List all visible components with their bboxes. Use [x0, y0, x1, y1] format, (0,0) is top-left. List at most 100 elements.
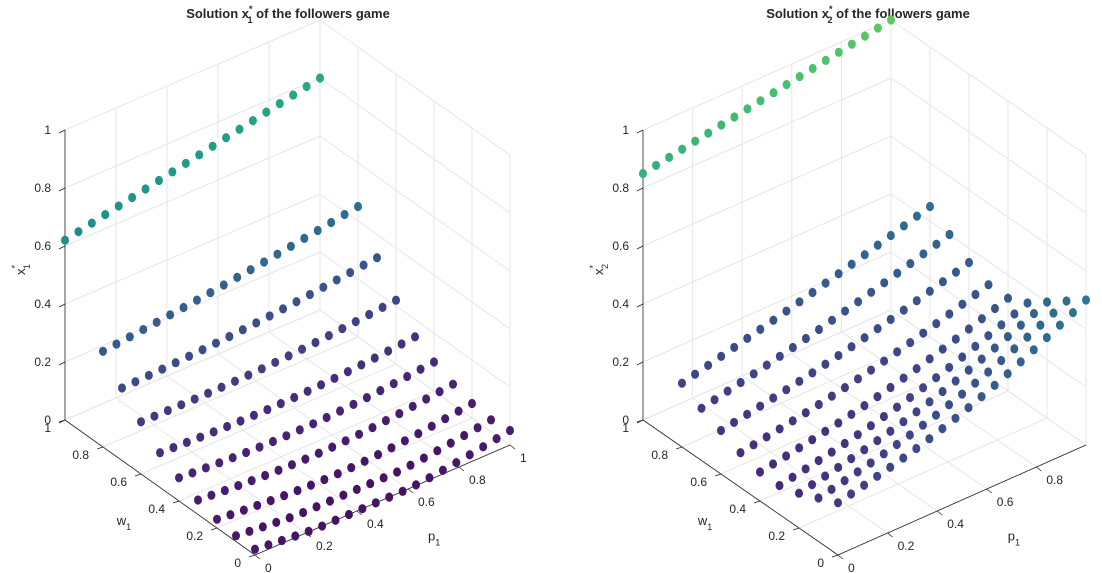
- data-point: [821, 426, 830, 436]
- data-point: [211, 338, 220, 348]
- data-point: [971, 378, 980, 388]
- data-point: [860, 400, 869, 411]
- data-point: [932, 319, 941, 329]
- data-point: [313, 225, 322, 236]
- data-point: [873, 324, 882, 334]
- chart-panel-x1: 00.20.40.60.8100.20.40.60.8100.20.40.60.…: [10, 4, 527, 573]
- data-point: [374, 450, 383, 460]
- data-point: [293, 485, 302, 496]
- data-point: [222, 133, 231, 143]
- data-point: [938, 424, 947, 434]
- y-tick-mark: [96, 446, 104, 450]
- data-point: [196, 432, 205, 442]
- gridline: [642, 135, 892, 247]
- data-point: [381, 416, 390, 426]
- data-point: [338, 324, 347, 334]
- data-point: [925, 354, 934, 364]
- data-point: [137, 417, 145, 427]
- x-tick-label: 0.4: [367, 517, 384, 531]
- data-point: [454, 406, 463, 416]
- data-point: [357, 360, 366, 370]
- data-point: [873, 435, 882, 446]
- y-tick-mark: [714, 473, 722, 477]
- data-point: [840, 476, 849, 486]
- data-point: [821, 278, 830, 288]
- x-tick-mark: [407, 488, 414, 494]
- data-point: [316, 73, 324, 83]
- data-point: [1055, 320, 1064, 330]
- data-point: [506, 425, 514, 436]
- data-point: [964, 365, 973, 375]
- data-point: [984, 280, 993, 290]
- data-point: [899, 453, 908, 463]
- data-point: [912, 296, 921, 306]
- gridline: [890, 135, 1087, 272]
- y-axis-line: [642, 419, 839, 556]
- gridline: [102, 336, 359, 448]
- data-point: [990, 303, 999, 314]
- gridline: [720, 363, 970, 475]
- data-point: [958, 352, 967, 362]
- data-point: [931, 410, 940, 420]
- data-point: [163, 405, 172, 416]
- data-point: [866, 458, 875, 468]
- data-point: [324, 331, 333, 341]
- data-point: [990, 380, 999, 390]
- data-point: [235, 124, 244, 134]
- data-point: [639, 168, 647, 179]
- x-tick-label: 1: [520, 451, 527, 465]
- data-point: [339, 490, 348, 500]
- data-point: [300, 233, 309, 244]
- data-point: [303, 386, 312, 396]
- data-point: [177, 400, 186, 410]
- data-point: [775, 480, 784, 491]
- data-point: [860, 31, 869, 41]
- data-point: [257, 364, 266, 374]
- data-point: [958, 389, 967, 399]
- data-point: [408, 401, 417, 411]
- data-point: [366, 479, 375, 489]
- data-point: [808, 435, 817, 445]
- data-point: [175, 473, 183, 483]
- data-point: [769, 459, 778, 469]
- data-point: [215, 458, 224, 468]
- data-point: [821, 55, 830, 65]
- data-point: [422, 394, 431, 404]
- data-point: [782, 385, 791, 395]
- data-point: [893, 347, 902, 357]
- data-point: [853, 374, 862, 384]
- data-point: [743, 409, 752, 419]
- data-point: [112, 339, 121, 349]
- gridline: [64, 135, 321, 247]
- data-point: [416, 364, 425, 374]
- data-point: [400, 436, 409, 446]
- y-tick-mark: [792, 527, 800, 531]
- data-point: [301, 454, 310, 464]
- data-point: [61, 235, 69, 245]
- z-tick-mark: [58, 361, 66, 366]
- data-point: [945, 362, 954, 373]
- data-point: [125, 332, 134, 342]
- x-axis-label: p1: [428, 529, 440, 548]
- data-point: [879, 411, 888, 422]
- data-point: [691, 369, 700, 379]
- data-point: [395, 408, 404, 419]
- data-point: [1010, 309, 1019, 319]
- data-point: [814, 399, 823, 410]
- y-tick-mark: [248, 554, 256, 558]
- z-tick-label: 0.2: [612, 355, 629, 369]
- x-tick-mark: [837, 554, 844, 560]
- y-tick-mark: [675, 446, 683, 450]
- data-point: [435, 387, 444, 397]
- data-point: [230, 376, 239, 386]
- data-point: [349, 399, 358, 409]
- data-point: [438, 465, 447, 475]
- data-point: [860, 480, 869, 490]
- data-points: [639, 15, 1090, 508]
- y-tick-label: 0.8: [651, 448, 668, 462]
- data-point: [351, 317, 360, 327]
- data-point: [255, 442, 264, 452]
- data-point: [821, 471, 830, 481]
- data-point: [756, 467, 764, 477]
- y-tick-label: 0.6: [110, 475, 127, 489]
